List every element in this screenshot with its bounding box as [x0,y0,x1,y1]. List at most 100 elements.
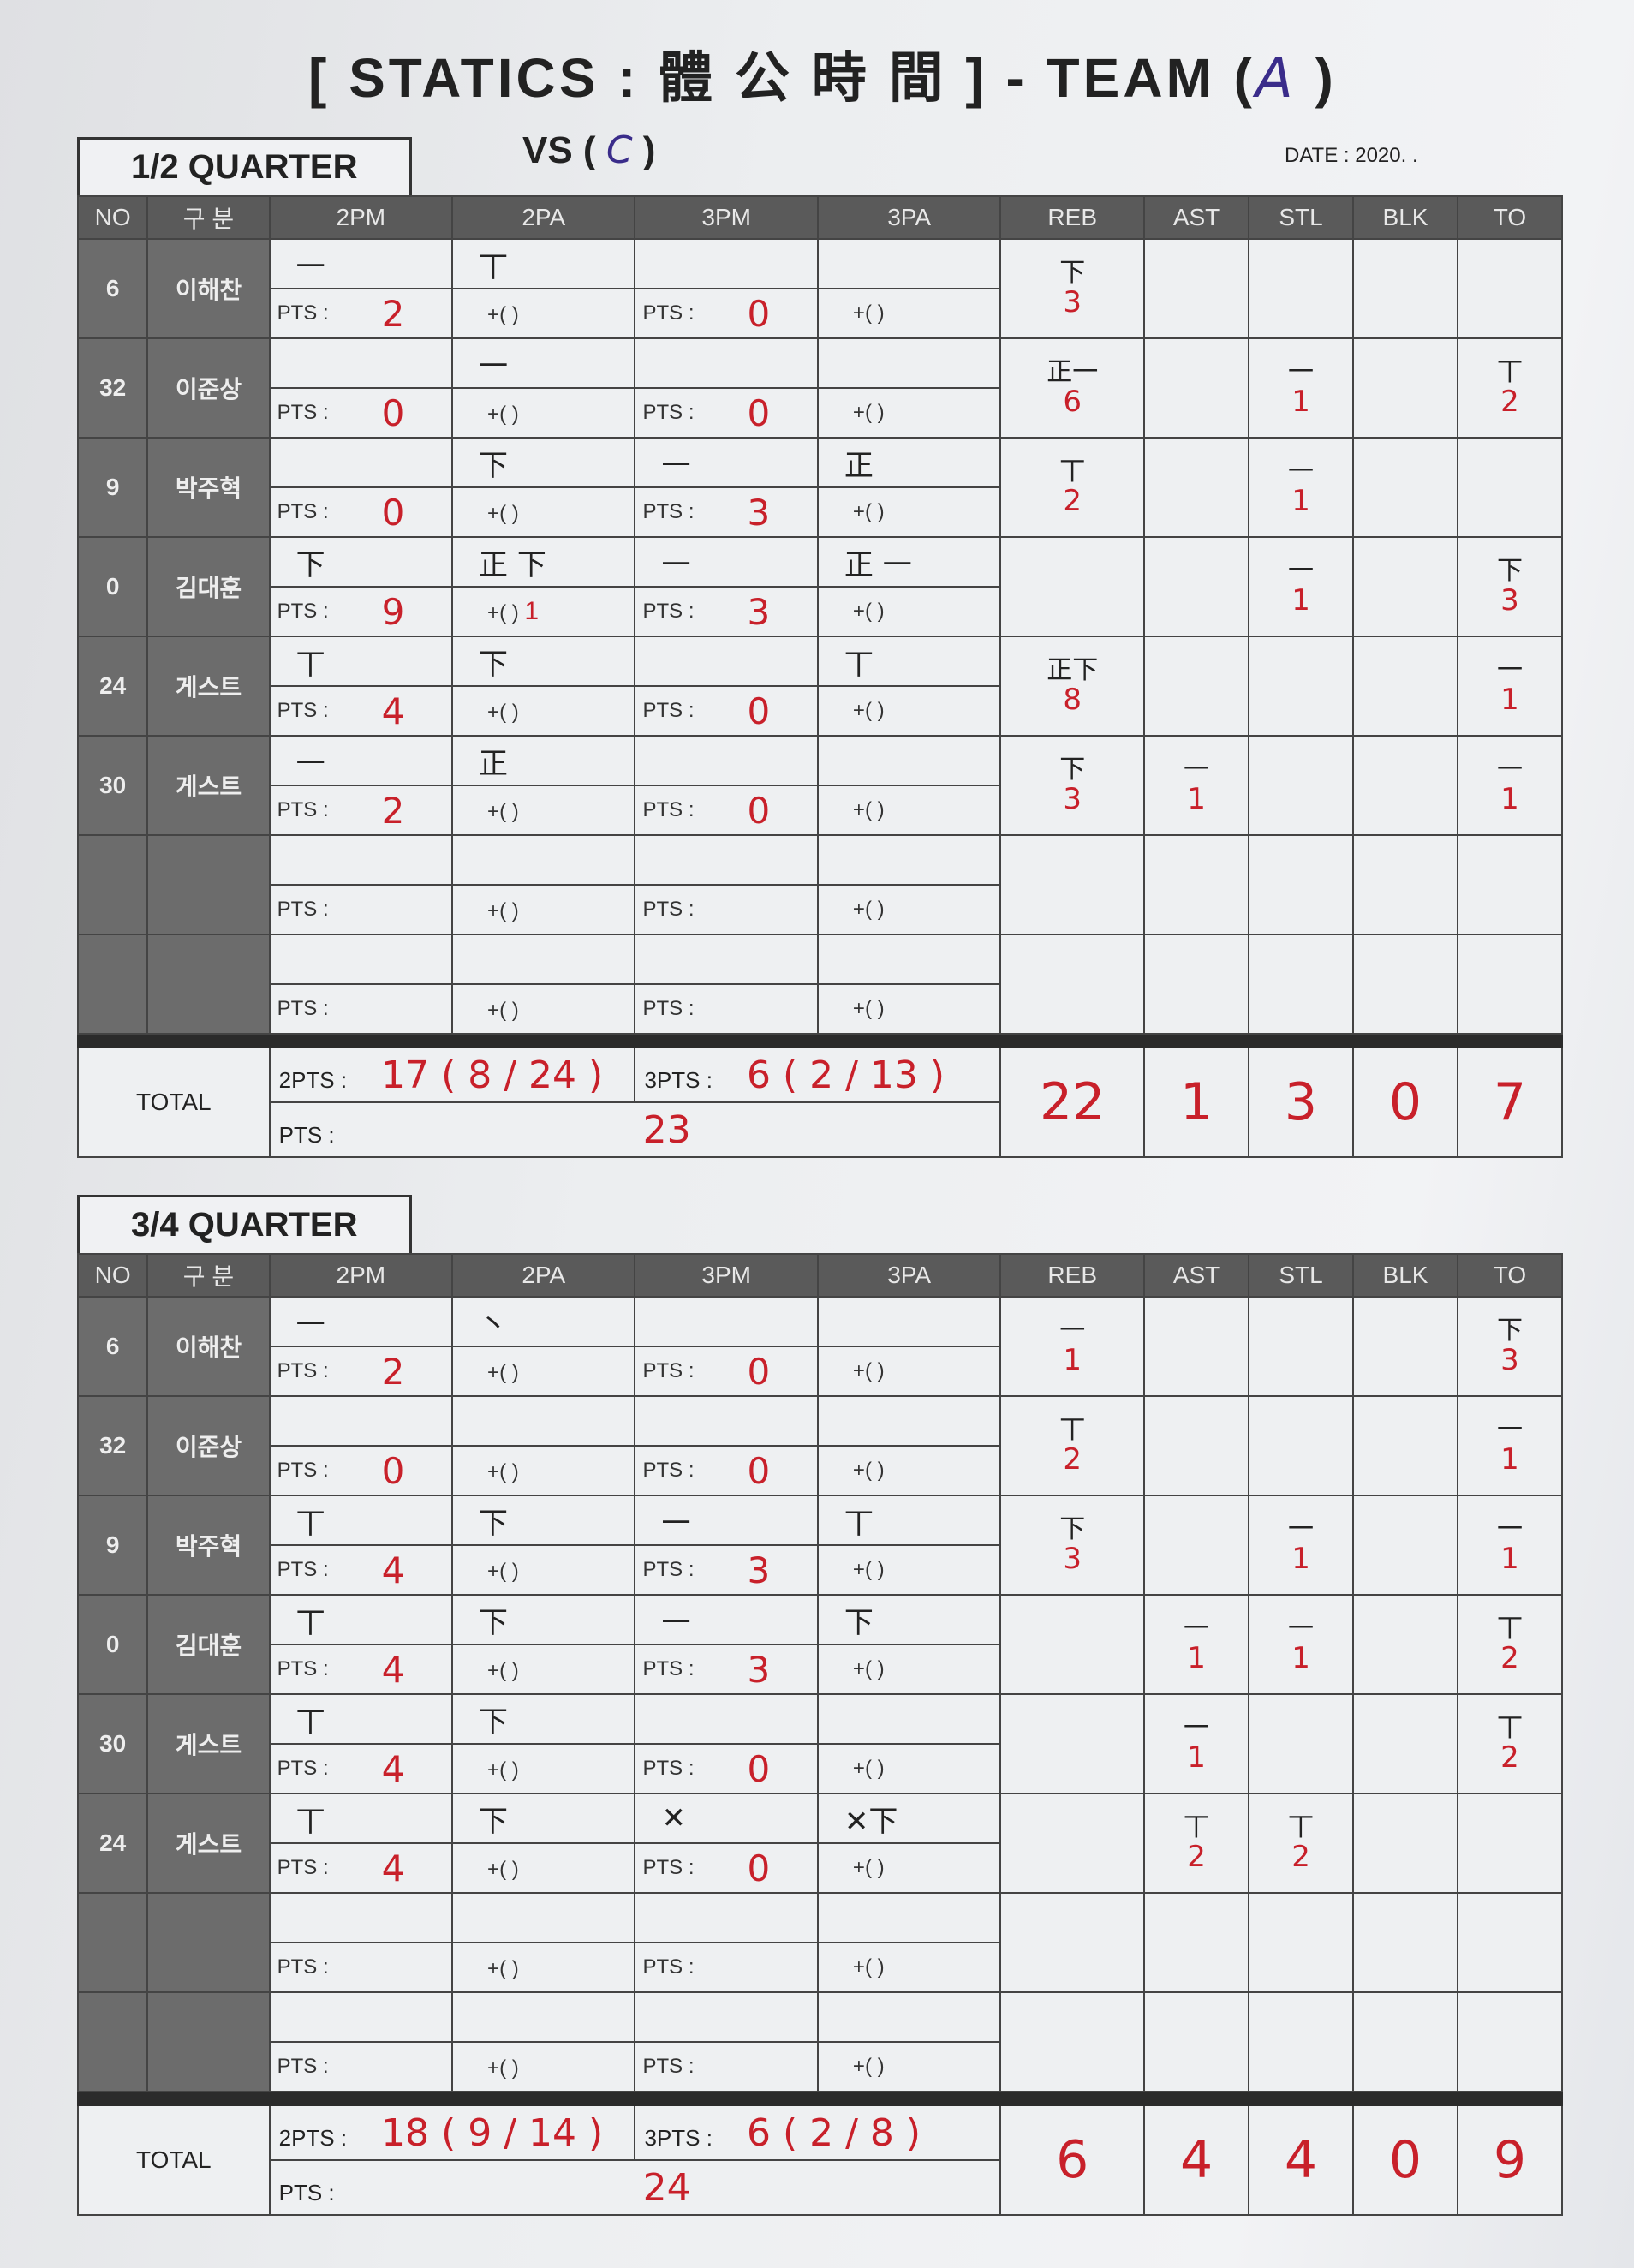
2p-bonus-cell: +( ) [451,1544,636,1596]
3p-pts-value: 0 [747,1351,771,1393]
reb-value: 3 [1063,284,1082,319]
vs-label: VS ( [522,129,596,171]
total-ast: 4 [1143,2104,1250,2216]
tally-marks: 下 [1496,555,1523,586]
to-value: 3 [1500,582,1519,618]
total-2pts: 2PTS : 18 ( 9 / 14 ) [268,2104,636,2161]
2pts-label: 2PTS : [278,2124,348,2151]
column-header: 3PM [634,195,819,240]
reb-cell [999,536,1146,637]
column-header: 3PA [816,1253,1002,1298]
3pa-tally [816,1395,1002,1447]
3pm-tally: 一 [634,1594,819,1645]
3pa-tally [816,834,1002,886]
3pm-tally [634,934,819,985]
bonus-label: +( ) [852,1856,885,1879]
3p-bonus-cell: +( ) [816,983,1002,1035]
reb-value: 6 [1063,384,1082,419]
quarter-label: 1/2 QUARTER [77,137,412,195]
pts-label: PTS : [278,2179,335,2205]
3p-pts-cell: PTS : [634,2041,819,2092]
3pts-value: 6 ( 2 / 8 ) [746,2110,921,2155]
2p-pts-value: 4 [381,1847,405,1889]
3p-pts-cell: PTS : 0 [634,685,819,737]
2pa-tally: 下 [451,437,636,488]
reb-value: 3 [1063,781,1082,816]
2pa-tally [451,934,636,985]
player-pts-row: PTS : 4 +( ) PTS : 0 +( ) [78,1743,1562,1794]
pts-label: PTS : [277,798,329,821]
stl-value: 1 [1291,1640,1310,1675]
player-name: 박주혁 [146,437,271,538]
2p-pts-cell: PTS : 0 [268,387,454,439]
2p-bonus-cell: +( ) [451,387,636,439]
player-pts-row: PTS : 0 +( ) PTS : 0 +( ) [78,1445,1562,1496]
pts-label: PTS : [277,500,329,523]
2pm-tally [268,834,454,886]
opponent-team: C [605,128,633,172]
2p-pts-value: 4 [381,690,405,732]
column-header: AST [1143,195,1250,240]
column-header: 구 분 [146,1253,271,1298]
to-value: 2 [1500,384,1519,419]
3p-pts-value: 0 [747,790,771,832]
blk-cell [1352,238,1458,339]
2p-pts-cell: PTS : 2 [268,1346,454,1397]
2pa-tally [451,834,636,886]
header-row: NO 구 분 2PM 2PA 3PM 3PA REB AST STL BLK TO [76,1253,1564,1298]
2p-bonus-cell: +( ) [451,288,636,339]
2p-pts-cell: PTS : 2 [268,785,454,836]
total-pts-row: PTS : 23 [78,1101,1562,1158]
blk-cell [1352,437,1458,538]
player-pts-row: PTS : 9 +( ) 1 PTS : 3 +( ) [78,586,1562,637]
stl-cell [1248,1991,1354,2092]
player-pts-row: PTS : 0 +( ) PTS : 0 +( ) [78,387,1562,439]
player-name: 게스트 [146,1793,271,1894]
3pa-tally: 丅 [816,636,1002,687]
player-pts-row: PTS : +( ) PTS : +( ) [78,2041,1562,2092]
3p-pts-value: 0 [747,1748,771,1790]
bonus-label: +( ) [487,1460,519,1483]
2pm-tally [268,1991,454,2043]
stl-cell [1248,735,1354,836]
2pm-tally [268,1892,454,1943]
bonus-label: +( ) [852,500,885,523]
2pa-tally [451,1395,636,1447]
bonus-label: +( ) [852,401,885,424]
tally-marks: 一 [1184,1712,1210,1743]
stl-cell [1248,834,1354,935]
team-name: A [1255,47,1297,110]
ast-value: 1 [1187,1640,1206,1675]
tally-marks: 一 [1496,654,1523,685]
quarter-1-2-table: 1/2 QUARTER NO 구 분 2PM 2PA 3PM 3PA REB AST STL BLK… [76,137,1564,1158]
bonus-label: +( ) [487,701,519,724]
tally-marks: 一 [1184,1613,1210,1644]
pts-label: PTS : [277,1558,329,1581]
2pa-tally: 下 [451,1594,636,1645]
tally-marks: 一 [1288,1613,1315,1644]
2p-pts-cell: PTS : [268,884,454,935]
to-value: 1 [1500,682,1519,717]
column-header: 2PM [268,1253,454,1298]
player-number: 9 [76,437,149,538]
stats-table: NO 구 분 2PM 2PA 3PM 3PA REB AST STL BLK TO 6 이해찬 一 … [76,1253,1564,2216]
player-pts-row: PTS : 4 +( ) PTS : 3 +( ) [78,1544,1562,1596]
ast-cell [1143,1892,1250,1993]
player-pts-row: PTS : +( ) PTS : +( ) [78,884,1562,935]
to-cell [1456,1793,1564,1894]
player-name: 이준상 [146,337,271,439]
3p-pts-value: 0 [747,690,771,732]
player-row [76,1991,1564,2092]
player-pts-row: PTS : 4 +( ) PTS : 0 +( ) [78,685,1562,737]
title-suffix: ) [1315,47,1337,109]
to-value: 1 [1500,1541,1519,1576]
